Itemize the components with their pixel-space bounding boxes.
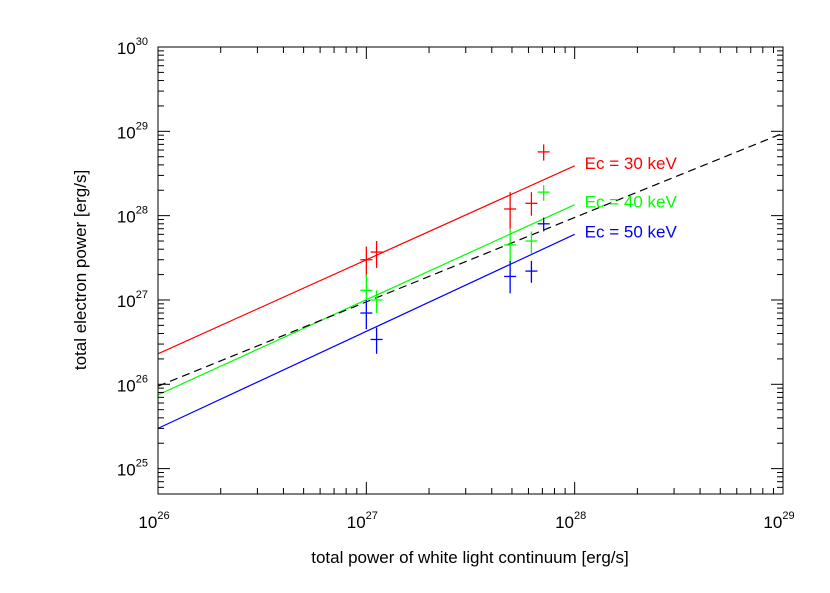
y-tick-label: 1029 xyxy=(117,120,148,142)
x-tick-label: 1026 xyxy=(138,510,169,532)
fit-line-series-2 xyxy=(157,233,575,429)
series-label: Ec = 30 keV xyxy=(585,154,678,173)
y-tick-label: 1030 xyxy=(117,36,148,58)
x-tick-label: 1029 xyxy=(763,510,794,532)
y-tick-label: 1025 xyxy=(117,458,148,480)
series-labels: Ec = 30 keV Ec = 40 keV Ec = 50 keV xyxy=(585,154,678,242)
y-tick-label: 1026 xyxy=(117,373,148,395)
plot-points xyxy=(360,144,550,354)
y-axis-label: total electron power [erg/s] xyxy=(71,170,90,370)
tick-labels: 1026 1027 1028 1029 1025 1026 1027 1028 1029 1030 xyxy=(117,36,795,532)
x-tick-label: 1027 xyxy=(347,510,378,532)
x-tick-label: 1028 xyxy=(555,510,586,532)
series-label: Ec = 50 keV xyxy=(585,222,678,241)
x-axis-label: total power of white light continuum [er… xyxy=(311,548,629,567)
plot-frame xyxy=(157,46,784,495)
y-tick-label: 1028 xyxy=(117,205,148,227)
series-label: Ec = 40 keV xyxy=(585,193,678,212)
reference-line xyxy=(157,132,784,387)
axis-ticks xyxy=(157,47,783,494)
y-tick-label: 1027 xyxy=(117,289,148,311)
